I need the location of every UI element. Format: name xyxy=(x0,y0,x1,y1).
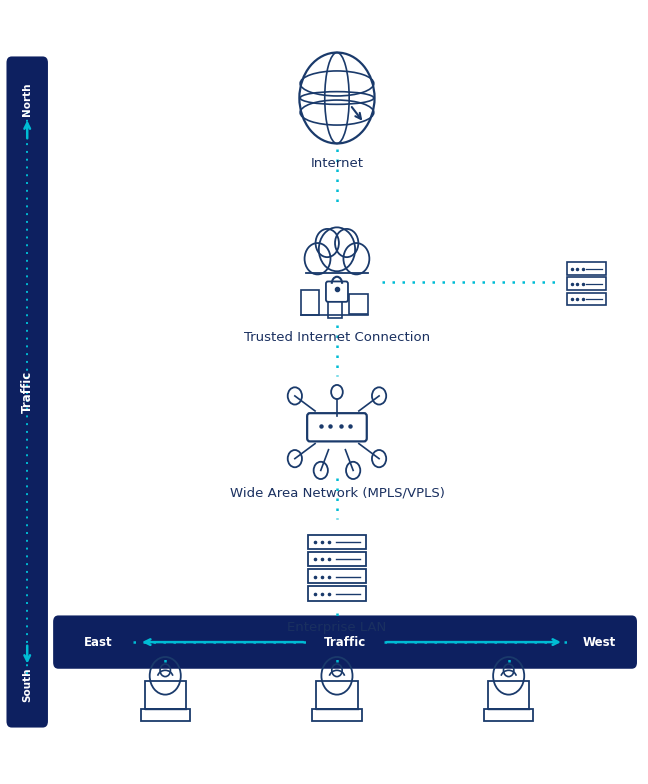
Bar xyxy=(488,681,529,709)
Bar xyxy=(141,709,190,721)
Bar xyxy=(312,709,362,721)
Bar xyxy=(349,294,368,314)
Circle shape xyxy=(319,227,355,271)
Bar xyxy=(145,681,186,709)
FancyBboxPatch shape xyxy=(53,615,637,669)
Circle shape xyxy=(343,243,369,274)
Bar xyxy=(301,290,319,315)
Text: Internet: Internet xyxy=(310,157,364,170)
Text: North: North xyxy=(22,82,32,116)
Text: East: East xyxy=(84,636,113,648)
Bar xyxy=(567,278,606,290)
Circle shape xyxy=(316,229,339,257)
Text: Wide Area Network (MPLS/VPLS): Wide Area Network (MPLS/VPLS) xyxy=(229,486,445,499)
Text: Traffic: Traffic xyxy=(324,636,366,648)
Text: Enterprise LAN: Enterprise LAN xyxy=(287,621,387,634)
Bar xyxy=(316,681,358,709)
Text: Trusted Internet Connection: Trusted Internet Connection xyxy=(244,331,430,344)
Circle shape xyxy=(305,243,330,274)
Bar xyxy=(567,292,606,305)
Bar xyxy=(308,552,366,566)
Bar xyxy=(308,535,366,549)
Bar xyxy=(308,569,366,583)
Text: West: West xyxy=(583,636,616,648)
Text: Traffic: Traffic xyxy=(21,371,34,413)
FancyBboxPatch shape xyxy=(6,56,48,728)
Bar xyxy=(328,288,342,318)
Bar xyxy=(484,709,533,721)
Bar xyxy=(308,586,366,601)
Bar xyxy=(567,262,606,274)
Circle shape xyxy=(335,229,358,257)
FancyBboxPatch shape xyxy=(326,281,348,302)
Text: South: South xyxy=(22,667,32,702)
